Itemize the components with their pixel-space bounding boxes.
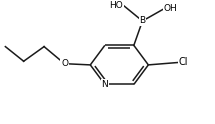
- Text: OH: OH: [164, 4, 178, 13]
- Text: B: B: [139, 16, 146, 26]
- Text: Cl: Cl: [178, 57, 188, 67]
- Text: HO: HO: [109, 1, 123, 10]
- Text: O: O: [61, 59, 68, 68]
- Text: N: N: [101, 80, 108, 89]
